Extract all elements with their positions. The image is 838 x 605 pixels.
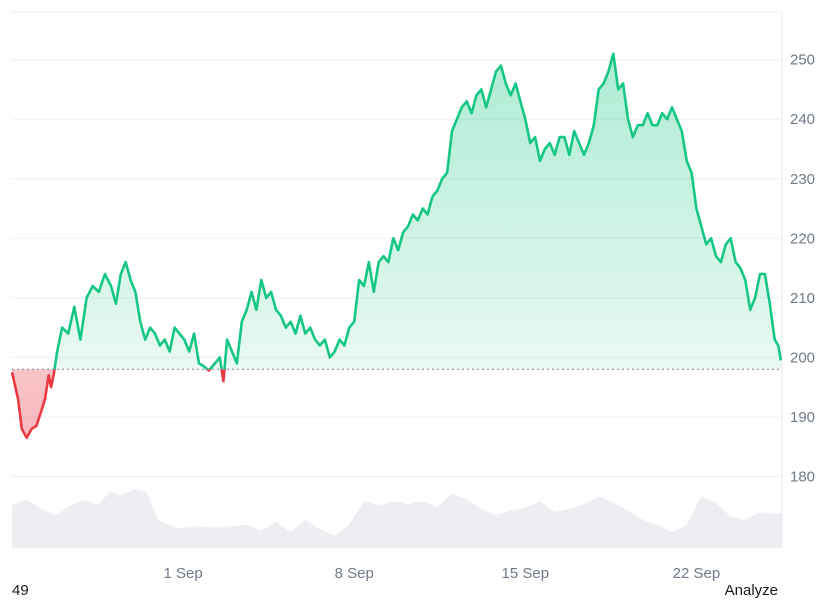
y-tick-label: 210 bbox=[790, 290, 815, 307]
y-tick-label: 190 bbox=[790, 409, 815, 426]
analyze-link[interactable]: Analyze bbox=[724, 582, 778, 599]
area-above-baseline bbox=[12, 53, 781, 370]
y-tick-label: 230 bbox=[790, 171, 815, 188]
volume-area bbox=[12, 489, 782, 548]
x-tick-label: 15 Sep bbox=[502, 565, 550, 582]
x-tick-label: 1 Sep bbox=[164, 565, 203, 582]
x-tick-label: 8 Sep bbox=[335, 565, 374, 582]
y-tick-label: 220 bbox=[790, 230, 815, 247]
y-tick-label: 180 bbox=[790, 469, 815, 486]
footer-left-value: 49 bbox=[12, 582, 29, 599]
y-tick-label: 200 bbox=[790, 349, 815, 366]
area-below-baseline bbox=[12, 369, 225, 438]
x-tick-label: 22 Sep bbox=[673, 565, 721, 582]
y-tick-label: 250 bbox=[790, 52, 815, 69]
y-tick-label: 240 bbox=[790, 111, 815, 128]
price-line-up bbox=[53, 52, 783, 370]
